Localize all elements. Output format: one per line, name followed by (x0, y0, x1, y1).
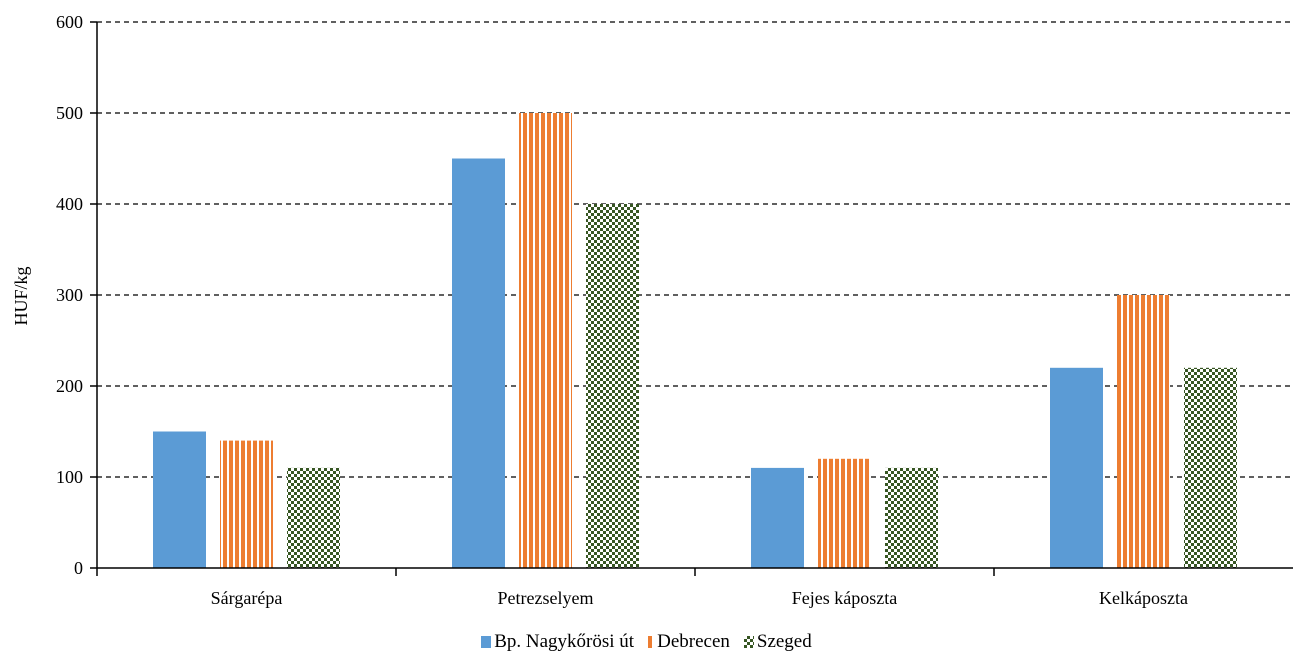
legend-swatch-bp (481, 636, 492, 648)
legend-item-debrecen: Debrecen (648, 631, 730, 653)
legend-label-bp: Bp. Nagykőrösi út (494, 631, 635, 652)
x-category-label: Kelkáposzta (1099, 588, 1188, 608)
x-category-label: Sárgarépa (211, 588, 283, 608)
axes: 0 100 200 300 400 500 600 Sárgarépa Petrezselyem… (56, 12, 1293, 608)
bar-debrecen (220, 440, 273, 568)
y-tick-label: 0 (74, 558, 83, 578)
bar-szeged (1184, 367, 1237, 568)
bars (153, 113, 1237, 568)
bar-bp (751, 467, 804, 568)
y-tick-label: 600 (56, 12, 83, 32)
legend-item-szeged: Szeged (743, 631, 812, 653)
y-tick-label: 300 (56, 285, 83, 305)
legend-swatch-szeged (743, 636, 754, 648)
y-tick-label: 400 (56, 194, 83, 214)
legend: Bp. Nagykőrösi út Debrecen Szeged (0, 630, 1293, 654)
bar-bp (452, 158, 505, 568)
x-category-label: Fejes káposzta (792, 588, 897, 608)
y-tick-label: 100 (56, 467, 83, 487)
bar-bp (153, 431, 206, 568)
bar-debrecen (818, 458, 871, 568)
y-tick-label: 500 (56, 103, 83, 123)
bar-debrecen (1117, 295, 1170, 568)
bar-bp (1050, 367, 1103, 568)
legend-label-szeged: Szeged (756, 631, 812, 652)
bar-chart-svg: 0 100 200 300 400 500 600 Sárgarépa Petrezselyem… (11, 12, 1293, 608)
y-axis-label: HUF/kg (11, 266, 31, 325)
x-category-label: Petrezselyem (498, 588, 594, 608)
legend-item-bp: Bp. Nagykőrösi út (481, 631, 634, 653)
bar-debrecen (519, 113, 572, 568)
bar-szeged (586, 204, 639, 568)
legend-swatch-debrecen (648, 636, 655, 648)
bar-szeged (287, 467, 340, 568)
y-tick-label: 200 (56, 376, 83, 396)
legend-label-debrecen: Debrecen (657, 631, 730, 652)
gridlines (97, 21, 1293, 478)
bar-szeged (885, 467, 938, 568)
